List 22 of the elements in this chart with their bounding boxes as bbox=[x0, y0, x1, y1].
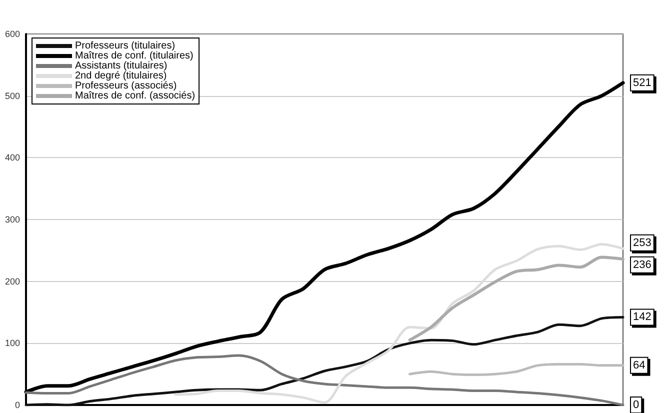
legend-label: Professeurs (titulaires) bbox=[75, 40, 176, 52]
legend-label: Assistants (titulaires) bbox=[75, 60, 168, 72]
data-label: 64 bbox=[633, 359, 646, 372]
y-tick-label: 500 bbox=[4, 90, 20, 101]
legend-label: Maîtres de conf. (associés) bbox=[75, 90, 196, 102]
data-label: 142 bbox=[633, 311, 652, 324]
y-tick-label: 200 bbox=[4, 276, 20, 286]
legend-label: Maîtres de conf. (titulaires) bbox=[75, 50, 194, 62]
y-tick-label: 600 bbox=[4, 29, 20, 39]
data-label: 0 bbox=[633, 399, 640, 411]
legend-label: 2nd degré (titulaires) bbox=[75, 70, 167, 82]
data-label: 236 bbox=[633, 258, 652, 271]
y-tick-label: 0 bbox=[14, 400, 20, 410]
y-tick-label: 300 bbox=[4, 214, 20, 224]
line-series bbox=[408, 256, 624, 342]
y-tick-label: 400 bbox=[4, 152, 20, 163]
y-tick-label: 100 bbox=[4, 338, 20, 348]
line-series bbox=[408, 362, 624, 376]
data-label: 253 bbox=[633, 236, 652, 249]
data-label: 521 bbox=[633, 76, 652, 89]
line-series bbox=[174, 242, 624, 404]
legend-label: Professeurs (associés) bbox=[75, 80, 177, 92]
